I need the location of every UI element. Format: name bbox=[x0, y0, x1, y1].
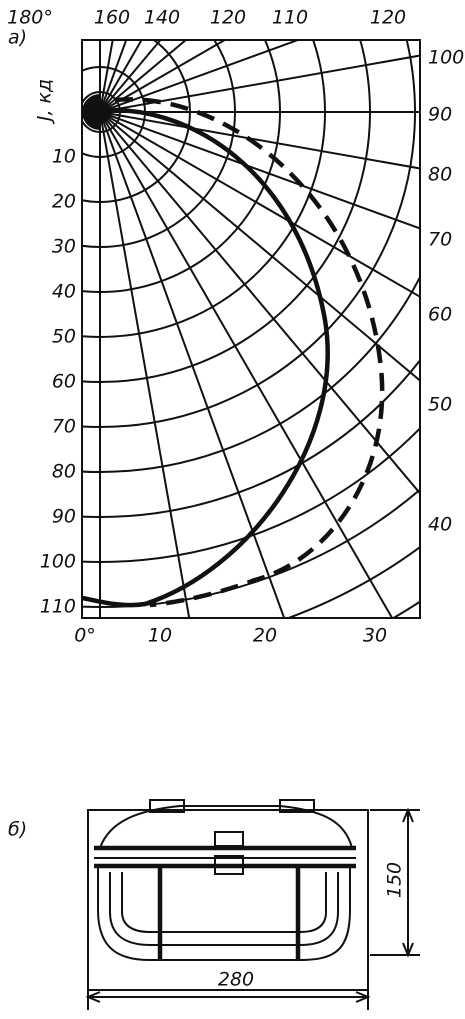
left-label: 80 bbox=[52, 461, 76, 483]
top-label: 120 bbox=[370, 7, 406, 29]
grid-ray bbox=[99, 111, 420, 382]
figure-b-label: б) bbox=[8, 819, 27, 841]
lamp-mark bbox=[82, 94, 100, 130]
solid-curve bbox=[81, 107, 330, 608]
left-label: 40 bbox=[52, 281, 76, 303]
grid-ray bbox=[99, 111, 394, 618]
right-label: 40 bbox=[428, 514, 452, 536]
grid-ray bbox=[99, 111, 420, 298]
frame bbox=[81, 39, 421, 619]
left-label: 50 bbox=[52, 326, 76, 348]
height-dimension: 150 bbox=[384, 862, 406, 898]
grid-ray bbox=[99, 54, 420, 113]
grid-circle bbox=[82, 40, 416, 428]
figure-a-label: а) bbox=[8, 27, 27, 49]
left-label: 70 bbox=[52, 416, 76, 438]
right-label: 90 bbox=[428, 104, 452, 126]
bottom-label: 30 bbox=[363, 625, 387, 647]
right-label: 80 bbox=[428, 164, 452, 186]
top-label: 110 bbox=[272, 7, 308, 29]
right-label: 100 bbox=[428, 47, 464, 69]
bottom-label: 0° bbox=[74, 625, 96, 647]
grid-circle bbox=[82, 358, 420, 518]
top-label: 120 bbox=[210, 7, 246, 29]
grid-ray bbox=[99, 111, 420, 495]
bottom-label: 10 bbox=[148, 625, 172, 647]
top-label: 180° bbox=[7, 7, 53, 29]
axis-label: J, кд bbox=[34, 79, 56, 125]
left-label: 60 bbox=[52, 371, 76, 393]
left-label: 30 bbox=[52, 236, 76, 258]
right-label: 60 bbox=[428, 304, 452, 326]
width-dimension: 280 bbox=[218, 969, 254, 991]
left-label: 20 bbox=[52, 191, 76, 213]
left-label: 90 bbox=[52, 506, 76, 528]
figure-b: б) 150 280 bbox=[8, 799, 420, 1010]
right-label: 50 bbox=[428, 394, 452, 416]
left-label: 110 bbox=[40, 596, 76, 618]
grid-ray bbox=[99, 40, 301, 113]
right-label: 70 bbox=[428, 229, 452, 251]
dashed-curve bbox=[114, 97, 385, 608]
left-label: 10 bbox=[52, 146, 76, 168]
bottom-label: 20 bbox=[253, 625, 277, 647]
grid-ray bbox=[99, 111, 191, 618]
top-label: 140 bbox=[144, 7, 180, 29]
top-label: 160 bbox=[94, 7, 130, 29]
grid-ray bbox=[99, 111, 286, 618]
grid-circle bbox=[391, 600, 420, 618]
left-label: 100 bbox=[40, 551, 76, 573]
